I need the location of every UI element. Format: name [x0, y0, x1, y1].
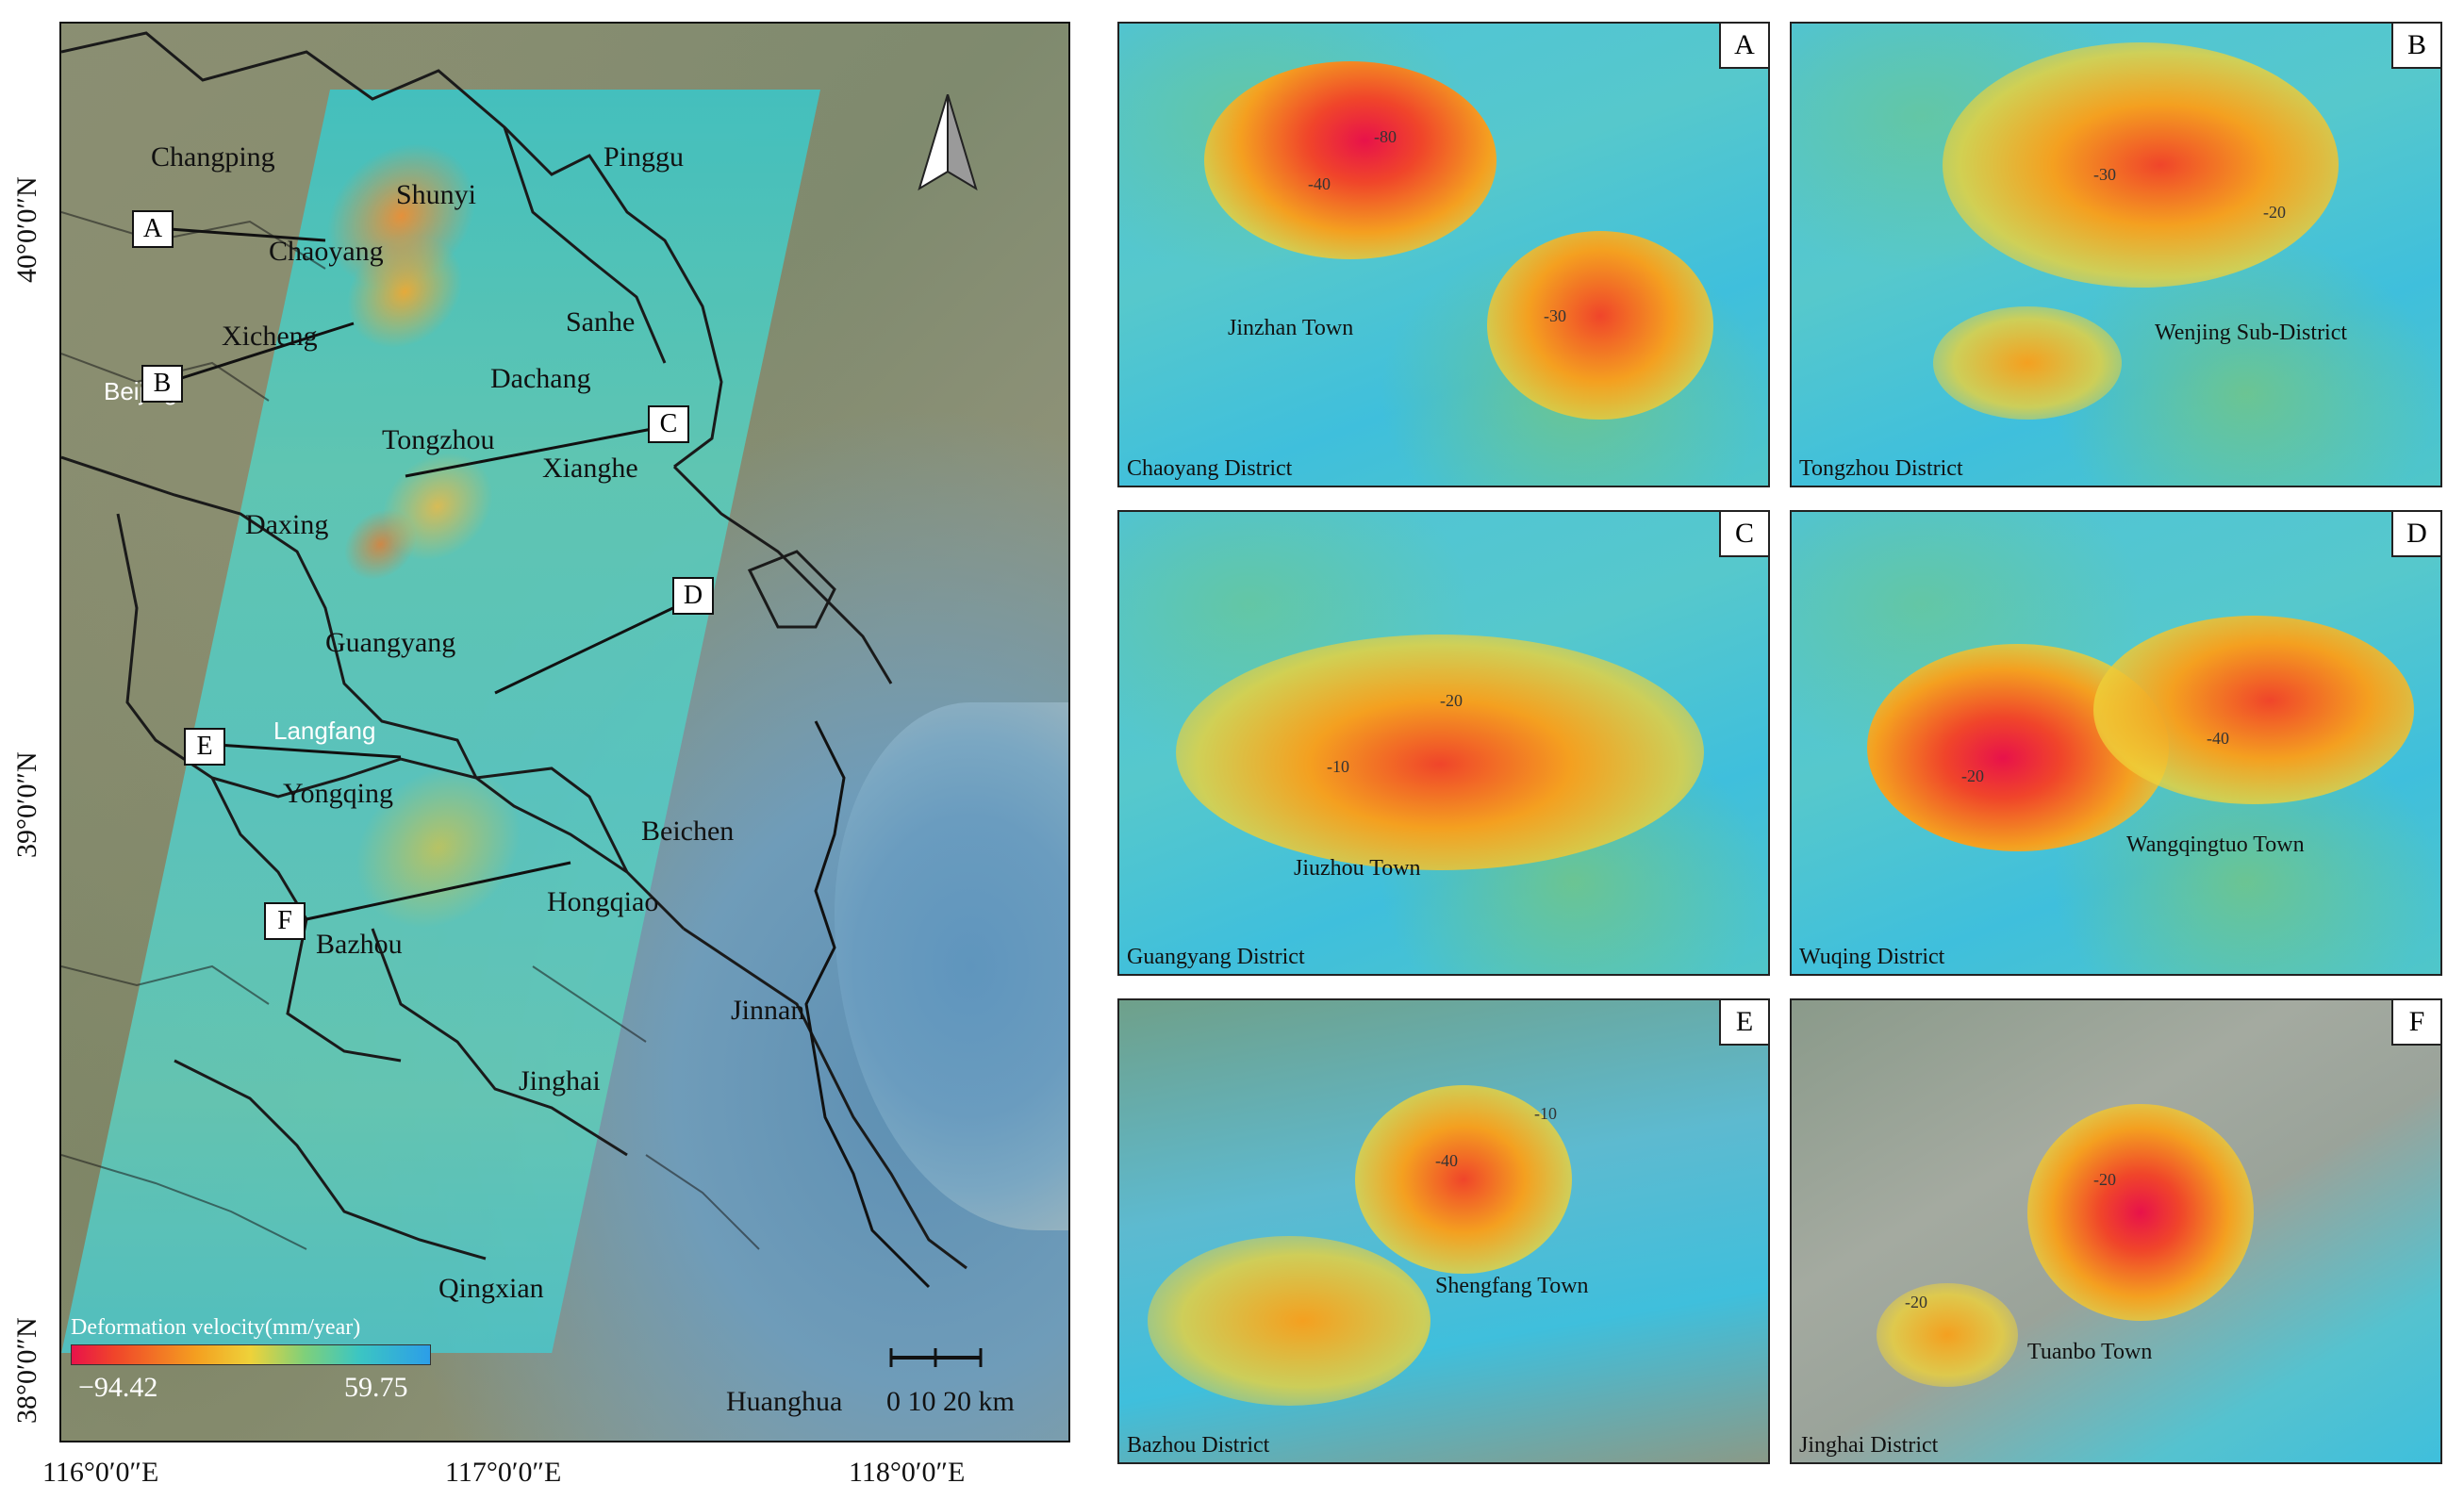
panel-letter: F: [2391, 1000, 2440, 1046]
panel-letter: D: [2391, 512, 2440, 557]
lon-label-116: 116°0′0″E: [42, 1457, 159, 1488]
callout-b: B: [141, 365, 183, 403]
lat-label-40: 40°0′0″N: [11, 176, 42, 283]
panel-letter: B: [2391, 24, 2440, 69]
panel-district: Jinghai District: [1799, 1433, 1939, 1458]
place-jinghai: Jinghai: [519, 1065, 601, 1096]
place-dachang: Dachang: [490, 363, 591, 394]
admin-boundaries: [61, 31, 967, 1289]
place-bazhou: Bazhou: [316, 929, 403, 960]
place-shunyi: Shunyi: [396, 179, 477, 210]
contour-label: -10: [1327, 757, 1349, 776]
callout-f: F: [264, 902, 306, 940]
deformation-zone: [1933, 306, 2122, 420]
deformation-zone: [1487, 231, 1713, 420]
place-qingxian: Qingxian: [438, 1273, 544, 1304]
panel-district: Tongzhou District: [1799, 456, 1963, 481]
scale-bar-label: 0 10 20 km: [886, 1386, 1015, 1417]
lat-label-39: 39°0′0″N: [11, 751, 42, 858]
place-sanhe: Sanhe: [566, 306, 636, 338]
place-pinggu: Pinggu: [604, 141, 685, 173]
panel-b: -30 -20 Wenjing Sub-District Tongzhou Di…: [1790, 22, 2442, 487]
panel-town: Wenjing Sub-District: [2155, 321, 2348, 345]
place-hongqiao: Hongqiao: [547, 886, 659, 917]
main-map: Changping Pinggu Shunyi Chaoyang Xicheng…: [59, 22, 1070, 1442]
place-jinnan: Jinnan: [731, 995, 805, 1026]
panel-letter: C: [1719, 512, 1768, 557]
panel-district: Guangyang District: [1127, 945, 1305, 969]
place-guangyang: Guangyang: [325, 627, 456, 658]
deformation-zone: [1355, 1085, 1572, 1274]
callout-e: E: [184, 728, 225, 766]
legend-colorbar: [71, 1344, 431, 1365]
panel-town: Jiuzhou Town: [1294, 856, 1421, 881]
callout-c: C: [648, 405, 689, 443]
deformation-zone: [1148, 1236, 1430, 1406]
contour-label: -20: [2093, 1170, 2116, 1189]
contour-label: -80: [1374, 127, 1397, 146]
place-daxing: Daxing: [245, 509, 329, 540]
lon-label-118: 118°0′0″E: [849, 1457, 966, 1488]
legend-max: 59.75: [344, 1372, 408, 1403]
panel-district: Chaoyang District: [1127, 456, 1293, 481]
legend-title: Deformation velocity(mm/year): [71, 1315, 361, 1340]
panel-letter: A: [1719, 24, 1768, 69]
callout-a: A: [132, 210, 174, 248]
panel-town: Jinzhan Town: [1228, 316, 1354, 340]
contour-label: -20: [2263, 203, 2286, 222]
panel-c: -20 -10 Jiuzhou Town Guangyang District …: [1117, 510, 1770, 976]
lat-label-38: 38°0′0″N: [11, 1317, 42, 1424]
deformation-zone: [1204, 61, 1497, 259]
place-chaoyang: Chaoyang: [269, 236, 384, 267]
contour-label: -20: [1440, 691, 1463, 710]
contour-label: -40: [2207, 729, 2229, 748]
panel-district: Wuqing District: [1799, 945, 1945, 969]
contour-label: -20: [1961, 766, 1984, 785]
panel-f: -20 -20 Tuanbo Town Jinghai District F: [1790, 998, 2442, 1464]
contour-label: -20: [1905, 1293, 1927, 1311]
panel-d: -20 -40 Wangqingtuo Town Wuqing District…: [1790, 510, 2442, 976]
panel-town: Wangqingtuo Town: [2126, 832, 2305, 857]
place-yongqing: Yongqing: [283, 778, 393, 809]
callout-d: D: [672, 577, 714, 615]
place-changping: Changping: [151, 141, 275, 173]
panel-letter: E: [1719, 1000, 1768, 1046]
panel-a: -80 -40 -30 Jinzhan Town Chaoyang Distri…: [1117, 22, 1770, 487]
contour-label: -40: [1435, 1151, 1458, 1170]
contour-label: -10: [1534, 1104, 1557, 1123]
deformation-zone: [2093, 616, 2414, 804]
legend: Deformation velocity(mm/year) −94.42 59.…: [71, 1315, 431, 1403]
legend-min: −94.42: [78, 1372, 158, 1403]
deformation-zone: [1877, 1283, 2018, 1387]
place-beichen: Beichen: [641, 816, 735, 847]
deformation-zone: [1176, 635, 1704, 870]
place-xianghe: Xianghe: [542, 453, 638, 484]
place-huanghua: Huanghua: [726, 1386, 843, 1417]
contour-label: -40: [1308, 174, 1331, 193]
place-xicheng: Xicheng: [222, 321, 318, 352]
place-langfang: Langfang: [273, 717, 376, 745]
north-arrow-icon: [918, 94, 978, 191]
lon-label-117: 117°0′0″E: [445, 1457, 562, 1488]
panel-district: Bazhou District: [1127, 1433, 1270, 1458]
panel-e: -40 -10 Shengfang Town Bazhou District E: [1117, 998, 1770, 1464]
deformation-zone: [1943, 42, 2339, 288]
contour-label: -30: [1544, 306, 1566, 325]
deformation-zone: [2027, 1104, 2254, 1321]
contour-label: -30: [2093, 165, 2116, 184]
panel-town: Shengfang Town: [1435, 1274, 1589, 1298]
panel-town: Tuanbo Town: [2027, 1340, 2153, 1364]
scale-bar: [889, 1348, 983, 1367]
place-tongzhou: Tongzhou: [382, 424, 495, 455]
